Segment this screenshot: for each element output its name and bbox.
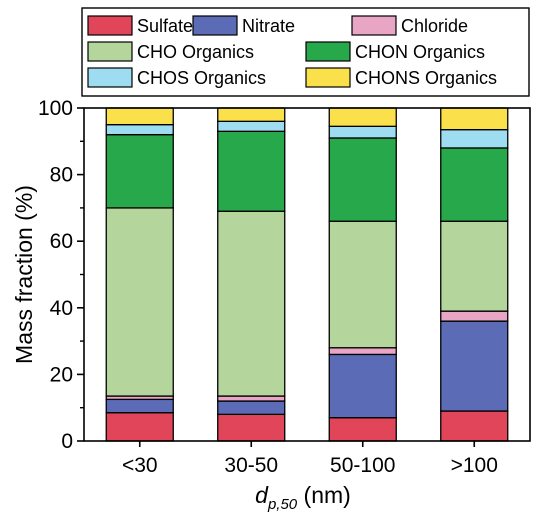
x-tick-label-3: 50-100 bbox=[330, 454, 395, 477]
legend-swatch-chons-organics bbox=[305, 67, 351, 88]
legend-swatch-chon-organics bbox=[305, 41, 351, 62]
legend-label-cho-organics: CHO Organics bbox=[137, 42, 254, 62]
bars-layer bbox=[105, 107, 509, 442]
bar-sulfate-4 bbox=[440, 410, 509, 442]
bar-sulfate-2 bbox=[217, 413, 286, 442]
bar-sulfate-3 bbox=[328, 417, 397, 442]
bar-chon-organics-2 bbox=[217, 130, 286, 212]
x-axis-label: dp,50 (nm) bbox=[255, 482, 351, 512]
y-tick-label: 100 bbox=[38, 97, 73, 120]
bar-chons-organics-3 bbox=[328, 107, 397, 127]
legend-swatch-sulfate bbox=[87, 15, 133, 36]
bar-chons-organics-4 bbox=[440, 107, 509, 131]
legend-label-chos-organics: CHOS Organics bbox=[137, 68, 266, 88]
y-axis-label: Mass fraction (%) bbox=[11, 185, 37, 364]
y-tick-label: 80 bbox=[50, 164, 73, 187]
bar-chloride-4 bbox=[440, 310, 509, 322]
bar-chons-organics-1 bbox=[105, 107, 174, 126]
bar-nitrate-4 bbox=[440, 320, 509, 412]
x-axis-unit: (nm) bbox=[297, 482, 351, 508]
bar-cho-organics-2 bbox=[217, 210, 286, 397]
bar-nitrate-1 bbox=[105, 398, 174, 414]
bar-chon-organics-4 bbox=[440, 147, 509, 222]
legend: Sulfate Nitrate Chloride CHO Organics CHON O… bbox=[81, 7, 530, 97]
x-tick-label-4: >100 bbox=[451, 454, 498, 477]
legend-swatch-chloride bbox=[351, 15, 397, 36]
legend-label-chon-organics: CHON Organics bbox=[355, 42, 485, 62]
bar-chloride-3 bbox=[328, 347, 397, 356]
bar-chloride-2 bbox=[217, 395, 286, 402]
legend-label-sulfate: Sulfate bbox=[137, 16, 193, 36]
legend-swatch-cho-organics bbox=[87, 41, 133, 62]
bar-chon-organics-1 bbox=[105, 133, 174, 209]
legend-label-chons-organics: CHONS Organics bbox=[355, 68, 497, 88]
y-tick-label: 40 bbox=[50, 297, 73, 320]
x-axis-subscript: p,50 bbox=[267, 496, 298, 512]
legend-label-nitrate: Nitrate bbox=[242, 16, 295, 36]
bar-cho-organics-3 bbox=[328, 220, 397, 349]
x-tick-label-1: <30 bbox=[122, 454, 158, 477]
bar-nitrate-2 bbox=[217, 400, 286, 416]
bar-nitrate-3 bbox=[328, 353, 397, 419]
bar-chons-organics-2 bbox=[217, 107, 286, 122]
bar-chos-organics-3 bbox=[328, 125, 397, 139]
bar-chos-organics-4 bbox=[440, 128, 509, 149]
bar-sulfate-1 bbox=[105, 412, 174, 442]
x-tick-label-2: 30-50 bbox=[224, 454, 278, 477]
y-tick-label: 0 bbox=[61, 430, 73, 453]
y-tick-label: 60 bbox=[50, 230, 73, 253]
bar-chos-organics-1 bbox=[105, 124, 174, 136]
legend-swatch-chos-organics bbox=[87, 67, 133, 88]
bar-cho-organics-1 bbox=[105, 207, 174, 397]
bar-cho-organics-4 bbox=[440, 220, 509, 312]
y-tick-label: 20 bbox=[50, 363, 73, 386]
legend-swatch-nitrate bbox=[192, 15, 238, 36]
legend-label-chloride: Chloride bbox=[401, 16, 468, 36]
axes-layer: 0 20 40 60 80 100 <30 30-50 50-100 >100 Mass fract… bbox=[11, 97, 531, 512]
bar-chos-organics-2 bbox=[217, 120, 286, 132]
x-axis-symbol: d bbox=[255, 482, 269, 508]
bar-chon-organics-3 bbox=[328, 137, 397, 222]
